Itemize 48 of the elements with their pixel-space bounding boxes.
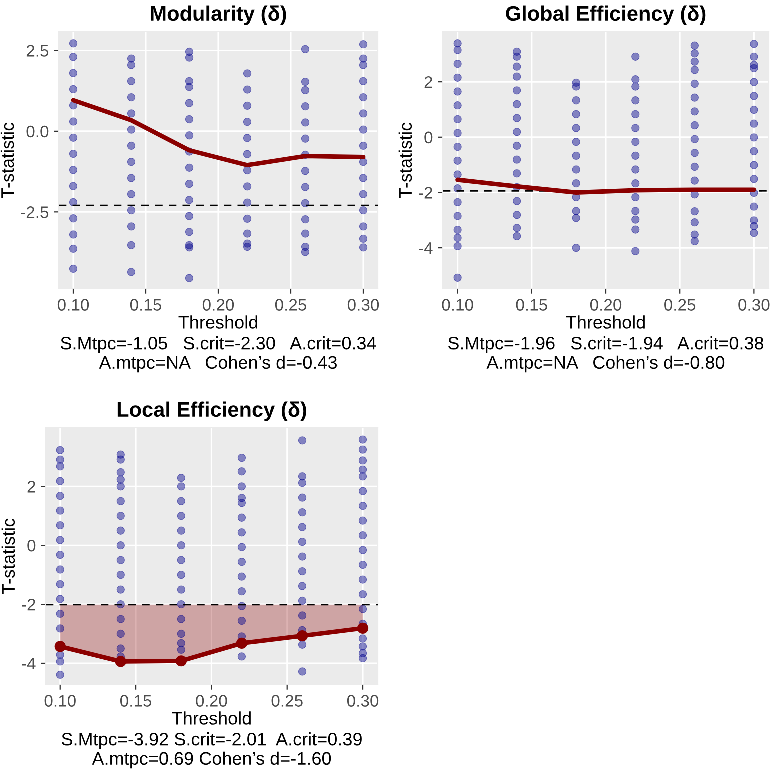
y-tick-label: 2 [28,481,36,493]
x-tick-label: 0.25 [272,695,303,707]
x-tick-label: 0.30 [347,695,379,707]
x-tick-label: 0.15 [130,299,162,311]
point [115,656,126,668]
line-series [71,98,366,168]
x-axis-title: Threshold [178,316,258,329]
x-tick-label: 0.15 [120,695,152,707]
y-tick-label: -2 [419,187,432,199]
chart-title: Modularity (δ) [151,6,286,26]
x-tick-label: 0.20 [202,299,234,311]
y-axis-title: T-statistic [398,122,412,198]
chart-title: Local Efficiency (δ) [118,402,306,422]
y-tick-label: 2.5 [26,45,49,57]
x-tick-label: 0.10 [442,299,474,311]
point [176,656,187,667]
text: S.Mtpc=-1.05 S.crit=-2.30 A.crit=0.34 [61,336,376,354]
y-tick-label: 0 [424,132,433,144]
text: A.mtpc=NA Cohen’s d=-0.80 [486,356,725,373]
text: S.Mtpc=-3.92 S.crit=-2.01 A.crit=0.39 [62,732,362,750]
x-tick-label: 0.30 [738,299,770,311]
x-tick-label: 0.20 [196,695,228,707]
text: S.Mtpc=-1.96 S.crit=-1.94 A.crit=0.38 [448,336,764,354]
point [54,641,66,652]
y-tick-label: -4 [419,242,433,254]
x-tick-label: 0.30 [348,299,380,311]
text: A.mtpc=NA Cohen’s d=-0.43 [99,356,337,373]
y-tick-label: 2 [424,76,432,88]
y-tick-label: -2 [22,598,36,611]
y-axis-title: T-statistic [0,122,14,198]
y-tick-label: -2.5 [21,206,49,218]
point [296,630,308,642]
x-tick-label: 0.15 [516,299,548,311]
x-tick-label: 0.25 [664,299,696,311]
text: A.mtpc=0.69 Cohen’s d=-1.60 [92,752,332,769]
x-tick-label: 0.25 [275,299,307,311]
chart-title: Global Efficiency (δ) [506,6,706,26]
x-tick-label: 0.10 [58,299,90,311]
y-axis-title: T-statistic [2,518,16,594]
x-axis-title: Threshold [172,712,251,725]
x-tick-label: 0.10 [44,695,76,707]
point [357,622,369,634]
y-tick-label: -4 [22,658,36,670]
point [236,638,248,649]
y-tick-label: 0 [28,540,36,552]
x-axis-title: Threshold [566,316,645,329]
y-tick-label: 0.0 [26,126,49,138]
x-tick-label: 0.20 [590,299,622,311]
